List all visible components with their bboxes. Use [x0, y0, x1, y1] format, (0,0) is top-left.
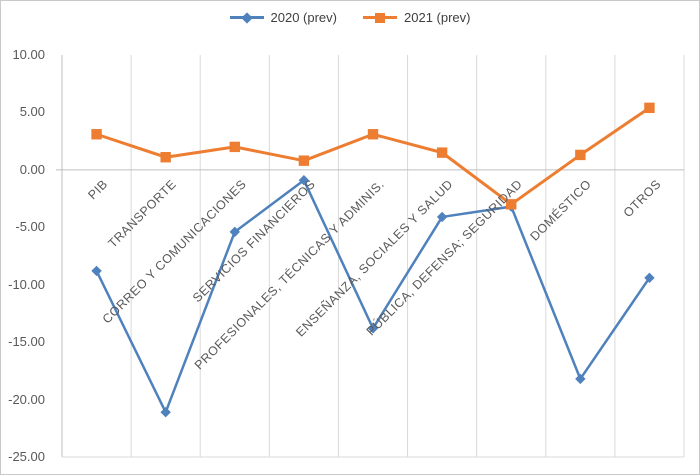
data-point-diamond — [367, 323, 379, 334]
chart-legend: 2020 (prev) 2021 (prev) — [1, 10, 699, 25]
data-point-square — [367, 129, 379, 140]
series-line-2020-prev- — [95, 178, 651, 414]
legend-line-2021 — [363, 12, 397, 23]
legend-item-2021[interactable]: 2021 (prev) — [363, 10, 470, 25]
data-point-diamond — [644, 272, 655, 284]
data-point-square — [436, 147, 448, 158]
data-point-diamond — [298, 174, 310, 186]
y-axis-tick-label: -5.00 — [15, 219, 45, 235]
y-axis-tick-label: -25.00 — [8, 449, 45, 464]
data-point-diamond — [91, 265, 102, 277]
data-point-diamond — [575, 373, 586, 385]
data-point-square — [160, 152, 171, 163]
data-point-diamond — [229, 226, 240, 238]
data-point-diamond — [160, 407, 171, 418]
y-axis-tick-label: -20.00 — [8, 391, 45, 407]
data-point-square — [644, 102, 655, 114]
data-point-square — [298, 155, 310, 166]
y-axis-tick-label: 10.00 — [12, 47, 45, 62]
y-axis-tick-label: -10.00 — [8, 276, 45, 292]
square-marker-icon — [375, 12, 385, 23]
data-point-square — [229, 141, 240, 153]
data-point-square — [506, 199, 517, 210]
y-axis-tick-label: 5.00 — [19, 104, 45, 120]
legend-line-2020 — [229, 11, 264, 24]
legend-item-2020[interactable]: 2020 (prev) — [229, 10, 337, 25]
y-axis-tick-label: -15.00 — [8, 334, 45, 350]
legend-label-2021: 2021 (prev) — [404, 10, 471, 25]
y-axis-tick-label: 0.00 — [19, 161, 45, 177]
data-point-diamond — [436, 211, 448, 223]
data-point-square — [91, 129, 102, 140]
legend-label-2020: 2020 (prev) — [270, 10, 337, 25]
data-point-square — [575, 149, 586, 161]
